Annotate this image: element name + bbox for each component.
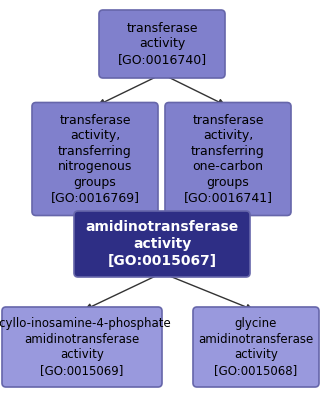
FancyBboxPatch shape (2, 307, 162, 387)
FancyBboxPatch shape (99, 10, 225, 78)
FancyBboxPatch shape (74, 211, 250, 277)
Text: scyllo-inosamine-4-phosphate
amidinotransferase
activity
[GO:0015069]: scyllo-inosamine-4-phosphate amidinotran… (0, 317, 171, 377)
Text: transferase
activity,
transferring
nitrogenous
groups
[GO:0016769]: transferase activity, transferring nitro… (51, 114, 140, 204)
FancyBboxPatch shape (165, 103, 291, 215)
Text: glycine
amidinotransferase
activity
[GO:0015068]: glycine amidinotransferase activity [GO:… (198, 317, 314, 377)
FancyBboxPatch shape (32, 103, 158, 215)
FancyBboxPatch shape (193, 307, 319, 387)
Text: transferase
activity,
transferring
one-carbon
groups
[GO:0016741]: transferase activity, transferring one-c… (183, 114, 272, 204)
Text: transferase
activity
[GO:0016740]: transferase activity [GO:0016740] (117, 22, 207, 66)
Text: amidinotransferase
activity
[GO:0015067]: amidinotransferase activity [GO:0015067] (86, 220, 238, 268)
